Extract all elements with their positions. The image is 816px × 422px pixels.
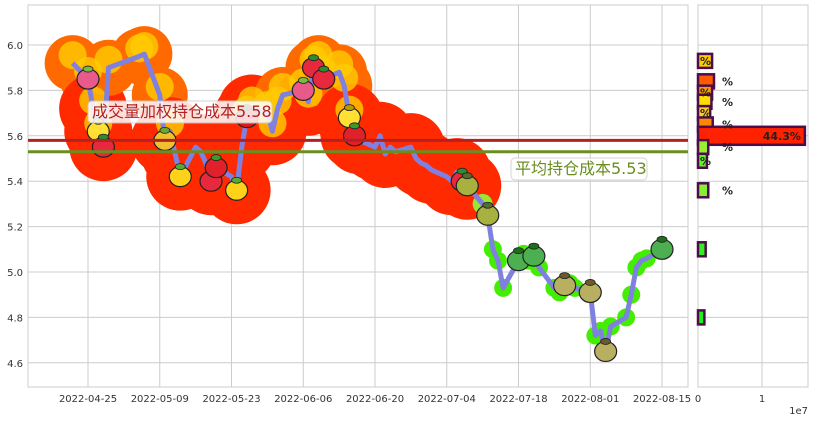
- volume-blob-highlight: [130, 32, 159, 61]
- x-tick-label: 2022-04-25: [59, 394, 117, 405]
- strawberry-icon-leaf: [210, 154, 222, 161]
- y-tick-label: 4.6: [7, 359, 23, 370]
- corn-icon: [168, 163, 192, 188]
- corn-icon: [225, 176, 249, 201]
- x-tick-label: 2022-05-23: [202, 394, 260, 405]
- watermelon-icon-leaf: [308, 54, 319, 62]
- x-tick-label: 2022-07-18: [489, 394, 547, 405]
- peapod-icon-leaf: [656, 235, 668, 243]
- x-tick-label: 2022-06-20: [346, 394, 404, 405]
- radish-icon: [76, 65, 100, 90]
- kiwi-icon-leaf: [584, 279, 596, 286]
- pear-icon: [476, 201, 500, 226]
- kiwi-icon: [578, 279, 602, 304]
- histogram-bar-label: %: [700, 107, 711, 120]
- watermelon-icon: [312, 65, 336, 90]
- histogram-bar-label: %: [700, 155, 711, 168]
- histogram-bar-label: %: [700, 87, 711, 100]
- histogram-offset-label: 1e7: [789, 406, 808, 417]
- histogram-bar: [696, 152, 709, 170]
- cost-label: 成交量加权持仓成本5.58: [92, 102, 272, 121]
- histogram-bar-label: %: [722, 75, 733, 88]
- kiwi-icon-leaf: [600, 338, 612, 345]
- histogram-bar-label: %: [722, 141, 733, 154]
- kiwi-icon: [594, 338, 618, 363]
- x-tick-label: 2022-08-01: [561, 394, 619, 405]
- kiwi-icon-leaf: [559, 272, 571, 280]
- pear-icon-leaf: [482, 201, 494, 209]
- y-tick-label: 5.2: [7, 223, 23, 234]
- y-tick-label: 4.8: [7, 313, 23, 324]
- peapod-icon: [522, 242, 546, 267]
- histogram-bar: [696, 241, 707, 258]
- histogram-bar-label: %: [700, 55, 711, 68]
- histogram-bar-label: 44.3%: [763, 130, 801, 143]
- watermelon-icon-leaf: [318, 65, 330, 73]
- cost-label-box: [510, 157, 648, 181]
- histogram-bar: [696, 52, 714, 70]
- peapod-icon-leaf: [513, 247, 524, 255]
- radish-icon-leaf: [82, 65, 94, 73]
- histogram-x-tick-label: 0: [695, 394, 701, 405]
- radish-icon-leaf: [297, 77, 309, 84]
- banana-icon-leaf: [343, 104, 355, 112]
- y-tick-label: 5.8: [7, 86, 23, 97]
- x-tick-label: 2022-08-15: [633, 394, 691, 405]
- y-tick-label: 5.4: [7, 177, 23, 188]
- y-tick-label: 6.0: [7, 41, 23, 52]
- histogram-x-tick-label: 1: [759, 394, 765, 405]
- kiwi-icon: [553, 272, 577, 297]
- histogram-bar-label: %: [722, 184, 733, 197]
- cost-label-box: [87, 100, 273, 124]
- x-tick-label: 2022-06-06: [274, 394, 332, 405]
- histogram-area: [697, 4, 809, 388]
- radish-icon: [291, 77, 315, 102]
- histogram-bar: [696, 125, 807, 147]
- peapod-icon: [650, 235, 674, 260]
- pear-icon-leaf: [461, 172, 473, 180]
- y-tick-label: 5.0: [7, 268, 23, 279]
- histogram-bar: [696, 138, 710, 156]
- peapod-icon-leaf: [528, 242, 540, 250]
- pineapple-icon-leaf: [159, 126, 171, 134]
- histogram-bar-label: %: [722, 118, 733, 131]
- histogram-bar-label: %: [722, 96, 733, 109]
- y-tick-label: 5.6: [7, 132, 23, 143]
- corn-icon-leaf: [231, 176, 243, 184]
- cost-label: 平均持仓成本5.53: [515, 159, 647, 178]
- strawberry-icon: [204, 154, 228, 179]
- histogram-bar: [696, 309, 706, 326]
- x-tick-label: 2022-05-09: [131, 394, 189, 405]
- strawberry-icon-leaf: [349, 122, 360, 130]
- histogram-bar: [696, 182, 710, 199]
- corn-icon-leaf: [174, 163, 186, 171]
- x-tick-label: 2022-07-04: [418, 394, 476, 405]
- pear-icon: [455, 172, 479, 197]
